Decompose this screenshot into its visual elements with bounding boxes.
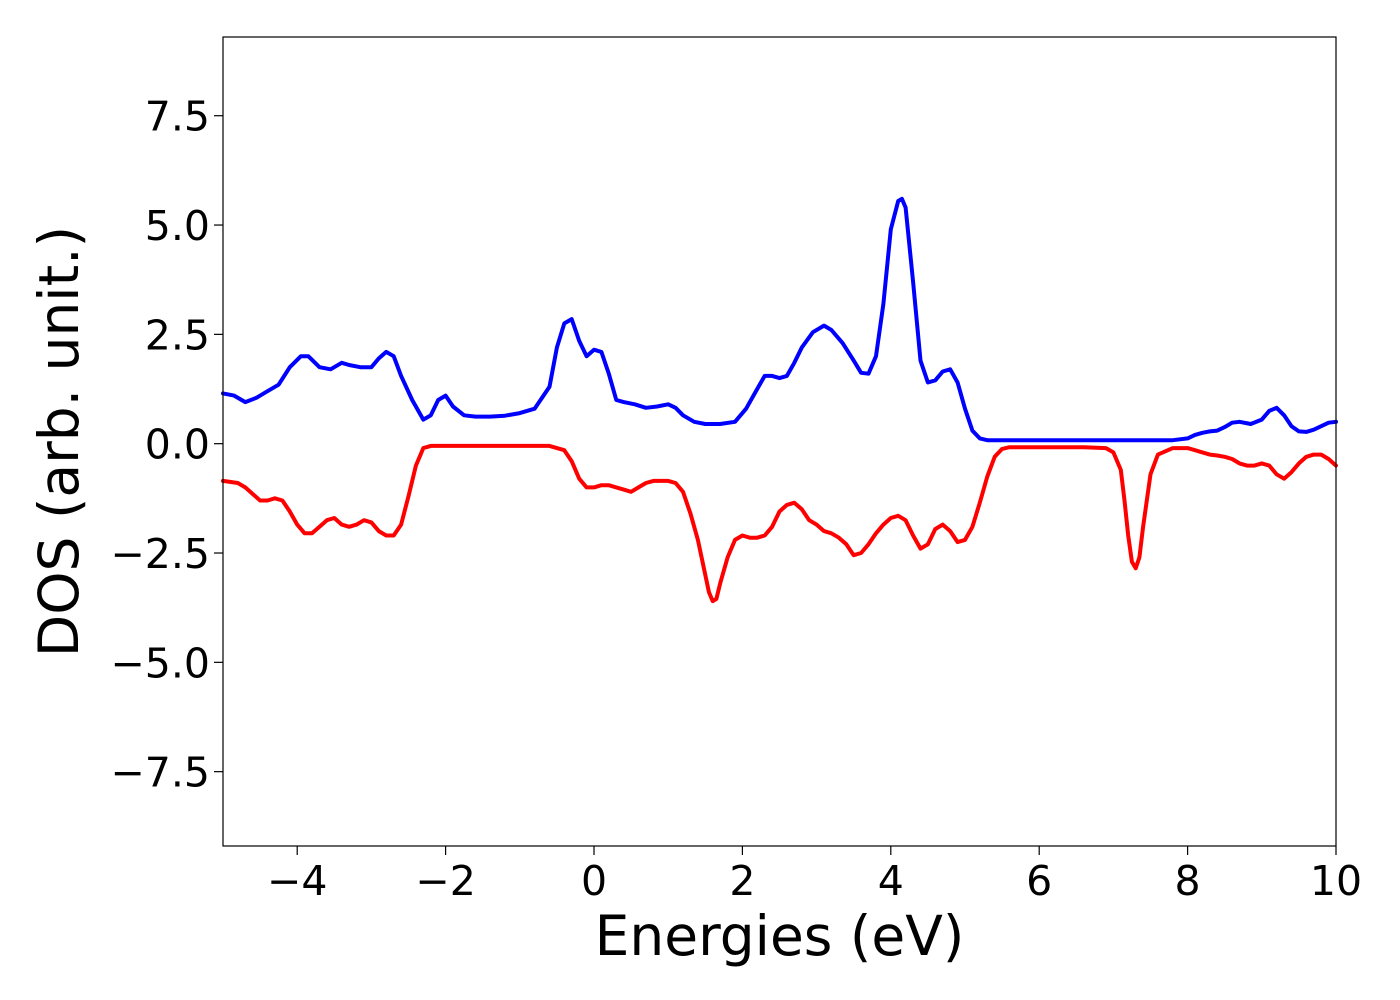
x-tick-label: 2 [729, 857, 755, 905]
x-tick-label: −4 [267, 857, 327, 905]
y-tick-label: 0.0 [145, 421, 210, 469]
y-axis-label: DOS (arb. unit.) [27, 226, 91, 657]
x-tick-label: −2 [415, 857, 475, 905]
y-tick-label: 7.5 [145, 93, 210, 141]
series-line-1 [221, 443, 1338, 604]
y-tick-label: −7.5 [110, 749, 210, 797]
x-tick-label: 6 [1026, 857, 1052, 905]
y-tick-label: 2.5 [145, 311, 210, 359]
y-tick-label: 5.0 [145, 202, 210, 250]
series-line-0 [221, 196, 1338, 443]
y-tick-label: −2.5 [110, 530, 210, 578]
y-tick-label: −5.0 [110, 639, 210, 687]
x-tick-label: 8 [1175, 857, 1201, 905]
x-tick-label: 0 [581, 857, 607, 905]
tick-layer: −4 −2 0 2 4 6 8 10 −7.5 −5.0 −2.5 0.0 2.5 5.0 7.5 [110, 93, 1362, 905]
x-tick-label: 10 [1310, 857, 1362, 905]
x-tick-label: 4 [878, 857, 904, 905]
plot-frame [222, 36, 1337, 847]
series-layer [221, 196, 1338, 604]
x-axis-label: Energies (eV) [595, 904, 965, 968]
